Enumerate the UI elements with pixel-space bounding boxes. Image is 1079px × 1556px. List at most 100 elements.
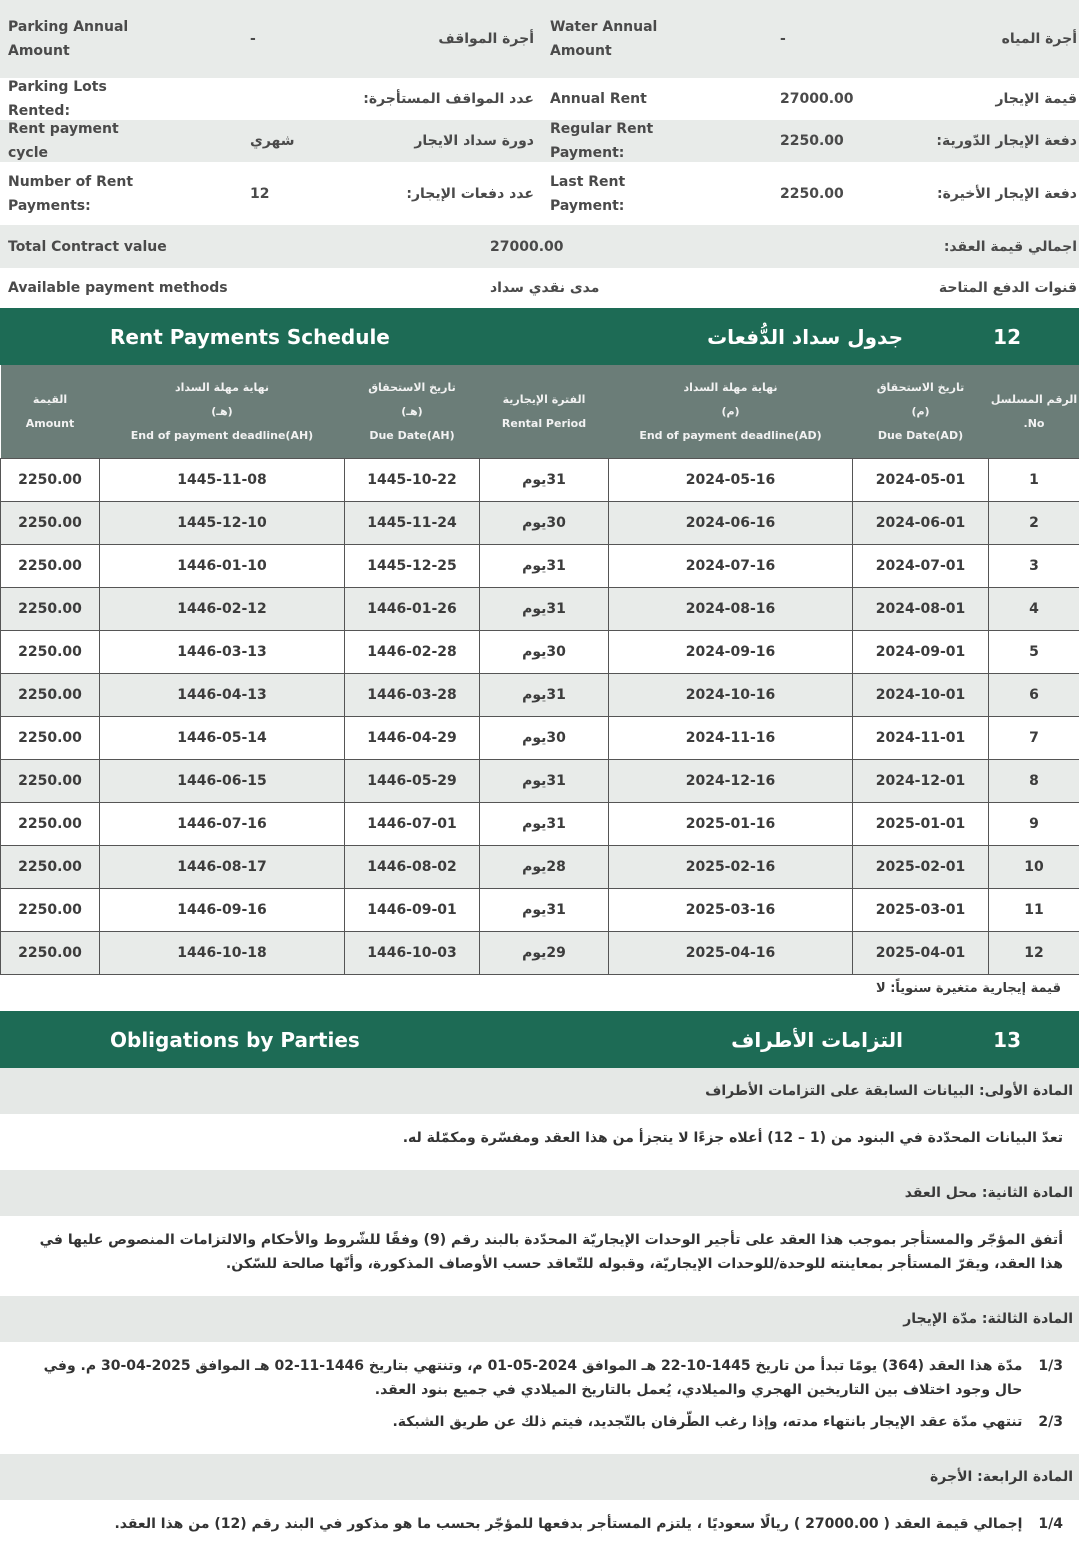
header-ar: الرقم المسلسل [989,388,1079,412]
column-header: تاريخ الاستحقاق(هـ)Due Date(AH) [345,365,480,459]
schedule-cell: 9 [989,803,1079,846]
header-ar: تاريخ الاستحقاق [345,376,480,400]
schedule-cell: 1446-01-26 [345,588,480,631]
schedule-cell: 1446-03-28 [345,674,480,717]
articles: المادة الأولى: البيانات السابقة على التز… [0,1068,1079,1556]
article-heading: المادة الأولى: البيانات السابقة على التز… [0,1068,1079,1114]
label-ar: أجرة المواقف [438,27,534,51]
value: - [780,27,786,51]
schedule-cell: 1446-01-10 [100,545,345,588]
article-text: 1/3 مدّة هذا العقد (364) يومًا تبدأ من تا… [0,1342,1079,1454]
label-ar: دورة سداد الايجار [414,129,534,153]
schedule-cell: 1445-10-22 [345,459,480,502]
label-ar: قيمة الإيجار [995,87,1077,111]
schedule-cell: 2024-08-01 [853,588,989,631]
schedule-cell: 2250.00 [1,545,100,588]
article-text: أتفق المؤجّر والمستأجر بموجب هذا العقد ع… [0,1216,1079,1296]
schedule-cell: 28يوم [480,846,609,889]
schedule-cell: 2024-05-01 [853,459,989,502]
value: 12 [250,182,269,206]
schedule-cell: 2250.00 [1,588,100,631]
label-en: Last Rent Payment: [550,170,700,218]
schedule-cell: 1446-08-02 [345,846,480,889]
schedule-cell: 2025-01-16 [609,803,853,846]
schedule-cell: 2250.00 [1,502,100,545]
header-sub: (م) [609,400,853,424]
header-sub: (هـ) [100,400,345,424]
schedule-cell: 2024-10-01 [853,674,989,717]
schedule-cell: 31يوم [480,459,609,502]
schedule-cell: 31يوم [480,588,609,631]
value: شهري [250,129,295,153]
label-en: Annual Rent [550,87,700,111]
header-en: Due Date(AH) [345,424,480,448]
schedule-cell: 1445-11-08 [100,459,345,502]
clause-text: تعدّ البيانات المحدّدة في البنود من (1 –… [403,1126,1063,1150]
schedule-cell: 30يوم [480,717,609,760]
label-en: Parking Lots Rented: [8,75,158,123]
label-en: Number of Rent Payments: [8,170,158,218]
article-heading: المادة الرابعة: الأجرة [0,1454,1079,1500]
schedule-cell: 1446-04-29 [345,717,480,760]
header-ar: الفترة الإيجارية [480,388,609,412]
schedule-cell: 1446-03-13 [100,631,345,674]
schedule-cell: 1446-05-14 [100,717,345,760]
clause-number: 2/3 [1038,1410,1063,1434]
note: قيمة إيجارية متغيرة سنوياً: لا [0,975,1079,1011]
clause-number: 1/4 [1038,1512,1063,1536]
schedule-cell: 2025-03-16 [609,889,853,932]
header-en: No. [989,412,1079,436]
header-en: Rental Period [480,412,609,436]
schedule-cell: 2250.00 [1,932,100,975]
schedule-cell: 1445-11-24 [345,502,480,545]
schedule-cell: 1446-05-29 [345,760,480,803]
schedule-cell: 2250.00 [1,760,100,803]
clause-text: أتفق المؤجّر والمستأجر بموجب هذا العقد ع… [16,1228,1063,1276]
schedule-cell: 10 [989,846,1079,889]
column-header: نهاية مهلة السداد(م)End of payment deadl… [609,365,853,459]
schedule-cell: 2024-09-01 [853,631,989,674]
schedule-cell: 2250.00 [1,803,100,846]
section-header: Rent Payments Schedule جدول سداد الدُّفع… [0,308,1079,365]
schedule-cell: 2024-06-16 [609,502,853,545]
label-ar: قنوات الدفع المتاحة [939,276,1077,300]
schedule-cell: 2250.00 [1,846,100,889]
schedule-cell: 5 [989,631,1079,674]
schedule-cell: 31يوم [480,760,609,803]
schedule-cell: 4 [989,588,1079,631]
clause-number: 1/3 [1038,1354,1063,1402]
info-row: Parking Lots Rented:عدد المواقف المستأجر… [0,78,1079,120]
header-en: End of payment deadline(AD) [609,424,853,448]
column-header: تاريخ الاستحقاق(م)Due Date(AD) [853,365,989,459]
clause: أتفق المؤجّر والمستأجر بموجب هذا العقد ع… [16,1228,1063,1276]
clause: 1/4 إجمالي قيمة العقد ( 27000.00 ) ريالًا… [16,1512,1063,1536]
schedule-cell: 2 [989,502,1079,545]
label-en: Regular Rent Payment: [550,117,700,165]
header-en: End of payment deadline(AH) [100,424,345,448]
label-ar: أجرة المياه [1002,27,1077,51]
schedule-cell: 2025-02-16 [609,846,853,889]
schedule-cell: 2025-03-01 [853,889,989,932]
clause-text: إجمالي قيمة العقد ( 27000.00 ) ريالًا سع… [114,1512,1022,1536]
clause-text: مدّة هذا العقد (364) يومًا تبدأ من تاريخ… [16,1354,1022,1402]
schedule-cell: 1446-02-28 [345,631,480,674]
value: مدى نقدي سداد [490,276,599,300]
schedule-cell: 7 [989,717,1079,760]
